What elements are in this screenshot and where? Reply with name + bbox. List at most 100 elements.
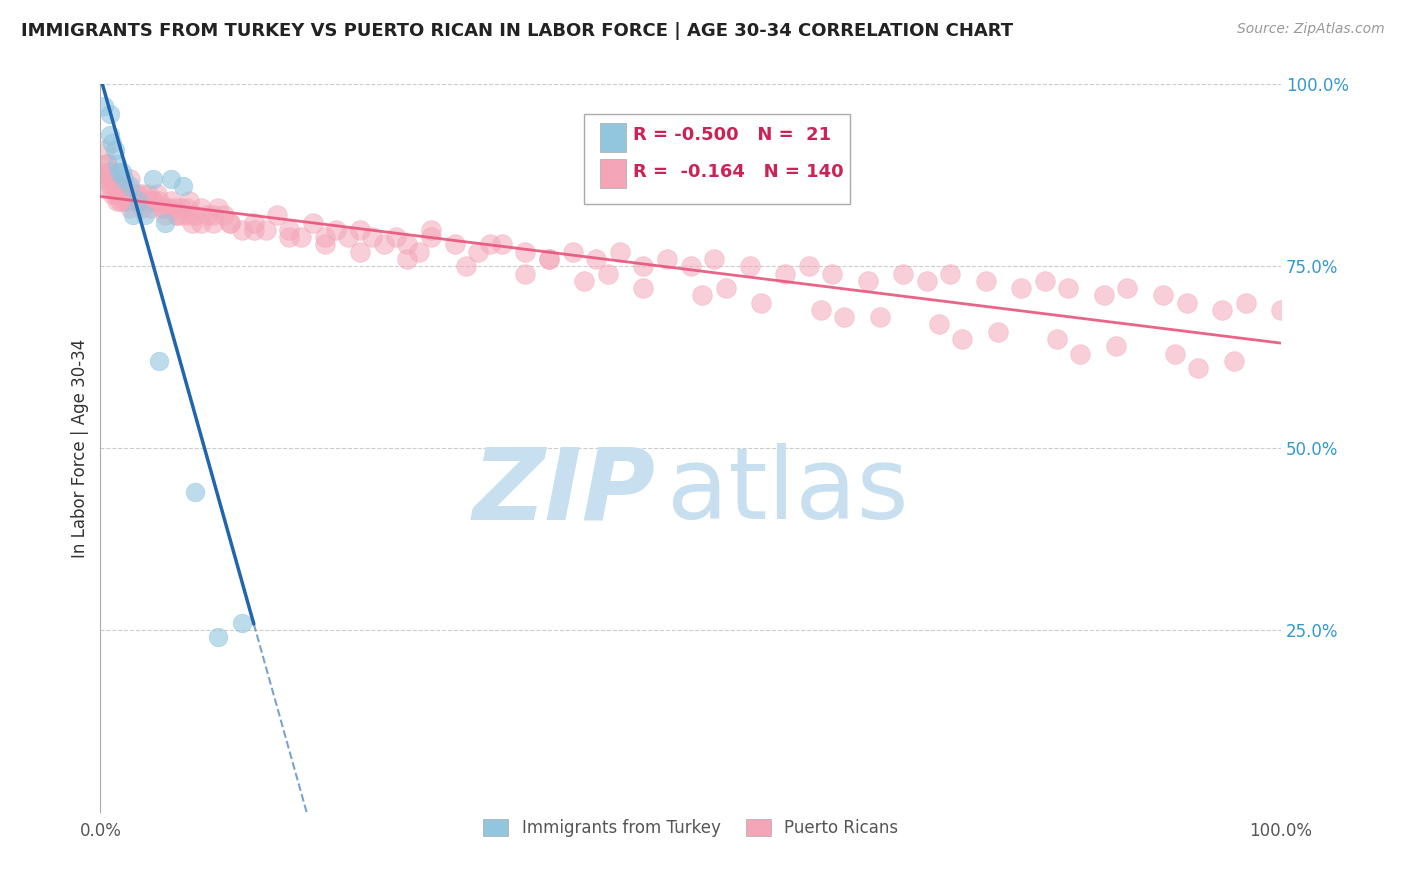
Point xyxy=(177,194,200,208)
Point xyxy=(207,201,229,215)
Point xyxy=(110,194,132,208)
Point xyxy=(96,157,118,171)
Point xyxy=(105,194,128,208)
Point xyxy=(325,223,347,237)
Point xyxy=(1211,302,1233,317)
Point xyxy=(112,172,135,186)
Point xyxy=(1116,281,1139,295)
Point xyxy=(419,230,441,244)
Point xyxy=(190,216,212,230)
Point xyxy=(146,186,169,201)
Point xyxy=(169,201,191,215)
Point xyxy=(349,244,371,259)
Point xyxy=(172,179,194,194)
Point xyxy=(172,208,194,222)
Point xyxy=(278,230,301,244)
Point xyxy=(869,310,891,325)
Point xyxy=(337,230,360,244)
Point xyxy=(314,237,336,252)
Point xyxy=(373,237,395,252)
Point xyxy=(195,208,218,222)
Point xyxy=(290,230,312,244)
Point xyxy=(243,223,266,237)
Point xyxy=(107,179,129,194)
Point xyxy=(1163,346,1185,360)
Point xyxy=(94,143,117,157)
Point xyxy=(361,230,384,244)
Point xyxy=(108,186,131,201)
Point xyxy=(125,186,148,201)
Point xyxy=(112,186,135,201)
Point xyxy=(266,208,288,222)
Point xyxy=(278,223,301,237)
Point xyxy=(104,186,127,201)
Point xyxy=(139,201,162,215)
Text: R =  -0.164   N = 140: R = -0.164 N = 140 xyxy=(633,162,844,181)
Point xyxy=(190,201,212,215)
Point xyxy=(97,165,120,179)
Point xyxy=(131,186,153,201)
Point xyxy=(574,274,596,288)
Point xyxy=(142,194,165,208)
Point xyxy=(408,244,430,259)
Point xyxy=(596,267,619,281)
Point xyxy=(93,99,115,113)
Point xyxy=(467,244,489,259)
Point xyxy=(856,274,879,288)
Point xyxy=(160,194,183,208)
Point xyxy=(124,194,146,208)
Point xyxy=(132,194,155,208)
Point xyxy=(155,216,177,230)
Point xyxy=(478,237,501,252)
Point xyxy=(134,208,156,222)
Point xyxy=(585,252,607,266)
Point xyxy=(118,201,141,215)
Point xyxy=(127,194,149,208)
Point xyxy=(103,172,125,186)
Point xyxy=(201,208,224,222)
Point xyxy=(98,172,121,186)
Point xyxy=(142,194,165,208)
Point xyxy=(96,179,118,194)
Point xyxy=(155,201,177,215)
Point xyxy=(1187,361,1209,376)
Point xyxy=(110,186,132,201)
Point xyxy=(1057,281,1080,295)
Point xyxy=(419,223,441,237)
Point xyxy=(633,281,655,295)
Point xyxy=(1175,295,1198,310)
Point xyxy=(891,267,914,281)
Point xyxy=(163,201,186,215)
Point xyxy=(101,186,124,201)
Point xyxy=(974,274,997,288)
Point xyxy=(456,260,478,274)
Point xyxy=(915,274,938,288)
Text: R = -0.500   N =  21: R = -0.500 N = 21 xyxy=(633,127,831,145)
Y-axis label: In Labor Force | Age 30-34: In Labor Force | Age 30-34 xyxy=(72,339,89,558)
Point xyxy=(207,630,229,644)
Point xyxy=(115,194,138,208)
Point xyxy=(821,267,844,281)
Point xyxy=(111,194,134,208)
Point xyxy=(1222,354,1244,368)
Point xyxy=(184,484,207,499)
Point xyxy=(491,237,513,252)
Text: atlas: atlas xyxy=(666,443,908,541)
Point xyxy=(121,186,143,201)
Point xyxy=(773,267,796,281)
Point xyxy=(128,194,150,208)
Point xyxy=(751,295,773,310)
Point xyxy=(108,165,131,179)
Point xyxy=(633,260,655,274)
Point xyxy=(93,172,115,186)
FancyBboxPatch shape xyxy=(600,123,626,153)
Point xyxy=(1105,339,1128,353)
Point xyxy=(231,223,253,237)
Legend: Immigrants from Turkey, Puerto Ricans: Immigrants from Turkey, Puerto Ricans xyxy=(477,812,904,844)
Point xyxy=(396,237,419,252)
Point xyxy=(832,310,855,325)
Point xyxy=(157,201,180,215)
Point xyxy=(122,208,145,222)
Point xyxy=(396,252,419,266)
Point xyxy=(609,244,631,259)
